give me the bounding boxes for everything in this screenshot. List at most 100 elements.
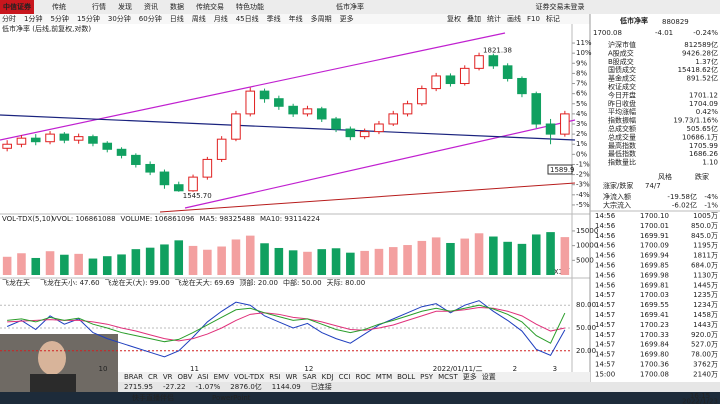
period-tab[interactable]: 月线 bbox=[214, 14, 228, 23]
taskbar-app[interactable]: 快手直播伴侣 bbox=[132, 393, 174, 402]
trade-time: 14:57 bbox=[595, 311, 615, 319]
volume-bar bbox=[474, 233, 484, 275]
stat-label: 最高指数 bbox=[608, 141, 636, 150]
period-tab[interactable]: 1分钟 bbox=[24, 14, 42, 23]
y-tick-label: 2% bbox=[576, 130, 587, 138]
trade-time: 14:57 bbox=[595, 331, 615, 339]
menu-item[interactable]: 特色功能 bbox=[236, 2, 264, 11]
trade-time: 14:57 bbox=[595, 351, 615, 359]
menu-item[interactable]: 行情 bbox=[92, 2, 106, 11]
volume-bar bbox=[88, 258, 98, 275]
x-tick-label: 11 bbox=[190, 365, 199, 373]
style-tab[interactable]: 风格 bbox=[658, 172, 672, 181]
candle-body bbox=[159, 171, 170, 186]
readout: VOLUME: 106861096 bbox=[121, 215, 196, 223]
period-tab[interactable]: 45日线 bbox=[236, 14, 259, 23]
menu-item[interactable]: 发现 bbox=[118, 2, 132, 11]
candle-body bbox=[488, 55, 499, 67]
flow-label: 净流入额 bbox=[603, 192, 631, 201]
top-bar bbox=[0, 0, 720, 14]
low-label: 1545.70 bbox=[183, 192, 212, 200]
indicator-tab[interactable]: 更多 bbox=[463, 372, 477, 381]
trade-price: 1699.41 bbox=[640, 311, 669, 319]
indicator-tab[interactable]: CCI bbox=[339, 373, 351, 381]
indicator-tab[interactable]: OBV bbox=[177, 373, 192, 381]
mode[interactable]: 传统 bbox=[52, 2, 66, 11]
chart-title: 低市净率 (后线,前复权,对数) bbox=[2, 24, 91, 33]
trade-volume: 1445万 bbox=[693, 281, 718, 289]
trade-price: 1700.03 bbox=[640, 291, 669, 299]
trade-price: 1699.94 bbox=[640, 252, 669, 260]
indicator-tab[interactable]: EMV bbox=[214, 373, 229, 381]
trade-price: 1699.91 bbox=[640, 232, 669, 240]
trade-time: 15:00 bbox=[595, 370, 615, 378]
volume-bar bbox=[60, 254, 69, 275]
period-tab[interactable]: 更多 bbox=[340, 14, 354, 23]
period-tab[interactable]: 多周期 bbox=[311, 14, 332, 23]
period-tab[interactable]: 5分钟 bbox=[50, 14, 68, 23]
flow-value: -6.02亿 bbox=[672, 201, 697, 210]
indicator-tab[interactable]: ROC bbox=[356, 373, 371, 381]
period-tab[interactable]: 30分钟 bbox=[108, 14, 131, 23]
menu-item[interactable]: 数据 bbox=[170, 2, 184, 11]
window-title: 低市净率 bbox=[336, 2, 364, 11]
indicator-tab[interactable]: BRAR bbox=[124, 373, 143, 381]
stat-label: B股成交 bbox=[608, 57, 634, 66]
period-tab[interactable]: 分时 bbox=[2, 14, 16, 23]
trade-price: 1699.81 bbox=[640, 281, 669, 289]
indicator-tab[interactable]: KDJ bbox=[322, 373, 334, 381]
indicator-line bbox=[7, 306, 565, 342]
tool-button[interactable]: 复权 bbox=[447, 14, 461, 23]
candle-body bbox=[374, 123, 384, 133]
period-tab[interactable]: 周线 bbox=[192, 14, 206, 23]
period-tab[interactable]: 日线 bbox=[170, 14, 184, 23]
indicator-tab[interactable]: BOLL bbox=[397, 373, 415, 381]
indicator-tab[interactable]: MCST bbox=[438, 373, 458, 381]
x-tick-label: 2 bbox=[513, 365, 517, 373]
indicator-tab[interactable]: SAR bbox=[302, 373, 316, 381]
stat-label: 今日开盘 bbox=[608, 90, 636, 99]
trade-time: 14:57 bbox=[595, 341, 615, 349]
tool-button[interactable]: 统计 bbox=[487, 14, 501, 23]
indicator-tab[interactable]: CR bbox=[148, 373, 158, 381]
trade-time: 14:57 bbox=[595, 361, 615, 369]
indicator-tab[interactable]: ASI bbox=[197, 373, 208, 381]
taskbar-app[interactable]: PowerPoint bbox=[212, 394, 251, 402]
stat-label: 昨日收盘 bbox=[608, 99, 636, 108]
tool-button[interactable]: 画线 bbox=[507, 14, 521, 23]
period-tab[interactable]: 年线 bbox=[289, 14, 303, 23]
trade-price: 1700.36 bbox=[640, 361, 669, 369]
stat-value: 0.42% bbox=[696, 108, 719, 116]
indicator-tab[interactable]: VR bbox=[163, 373, 173, 381]
trade-price: 1699.55 bbox=[640, 301, 669, 309]
menu-item[interactable]: 传统交易 bbox=[196, 2, 224, 11]
volume-bar bbox=[503, 241, 512, 275]
candle-body bbox=[474, 55, 484, 69]
taskbar bbox=[0, 392, 720, 404]
trade-volume: 3762万 bbox=[693, 361, 718, 369]
indicator-tab[interactable]: RSI bbox=[269, 373, 280, 381]
tool-button[interactable]: 标记 bbox=[546, 14, 560, 23]
trade-time: 14:56 bbox=[595, 232, 616, 240]
stat-label: 指数振幅 bbox=[608, 116, 636, 125]
indicator-tab[interactable]: PSY bbox=[420, 373, 434, 381]
style-tab[interactable]: 跌家 bbox=[695, 172, 709, 181]
volume-bar bbox=[117, 254, 126, 275]
indicator-tab[interactable]: WR bbox=[286, 373, 298, 381]
period-tab[interactable]: 60分钟 bbox=[139, 14, 162, 23]
login-status: 证券交易未登录 bbox=[536, 2, 585, 11]
tool-button[interactable]: 叠加 bbox=[467, 14, 481, 23]
stat-label: 总成交额 bbox=[608, 124, 636, 133]
period-tab[interactable]: 15分钟 bbox=[77, 14, 100, 23]
menu-item[interactable]: 资讯 bbox=[144, 2, 158, 11]
candle-body bbox=[517, 77, 527, 95]
tool-button[interactable]: F10 bbox=[527, 15, 540, 23]
trade-time: 14:56 bbox=[595, 242, 616, 250]
volume-bar bbox=[388, 247, 398, 275]
indicator-tab[interactable]: VOL-TDX bbox=[234, 373, 265, 381]
stat-label: 平均涨幅 bbox=[608, 107, 636, 116]
indicator-tab[interactable]: 设置 bbox=[482, 372, 496, 381]
period-tab[interactable]: 季线 bbox=[267, 14, 281, 23]
indicator-tab[interactable]: MTM bbox=[376, 373, 392, 381]
